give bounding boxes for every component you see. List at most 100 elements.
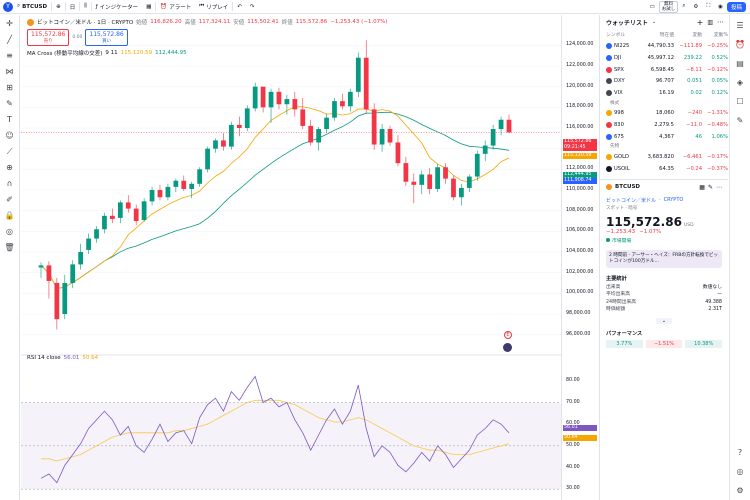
user-avatar[interactable]: Y bbox=[3, 1, 13, 12]
grid-icon[interactable]: ▦ bbox=[699, 183, 705, 191]
stat-value: 49.388 bbox=[705, 299, 722, 305]
trendline-icon[interactable]: ╱ bbox=[7, 35, 12, 44]
undo-button[interactable]: ↶ bbox=[233, 0, 246, 14]
chart-pane[interactable]: ビットコイン／米ドル · 1日 · CRYPTO 始値 116,826.20 高値… bbox=[21, 15, 561, 500]
chevron-down-icon[interactable]: ⌄ bbox=[652, 19, 657, 25]
text-icon[interactable]: T bbox=[7, 115, 12, 124]
replay-button[interactable]: ⏮ リプレイ bbox=[195, 0, 232, 14]
more-icon[interactable]: ⋯ bbox=[716, 183, 722, 191]
candle-body bbox=[324, 117, 329, 130]
notes-icon[interactable]: ✎ bbox=[736, 115, 744, 125]
col-symbol[interactable]: シンボル bbox=[606, 33, 626, 39]
watchlist-row[interactable]: 998 18,060 −240 −1.31% bbox=[600, 108, 728, 120]
indicators-button[interactable]: ƒ インジケーター bbox=[92, 0, 142, 14]
symbol-search[interactable]: ⌕ BTCUSD bbox=[13, 0, 51, 14]
details-change-pct: −1.07% bbox=[639, 228, 662, 235]
edit-icon[interactable]: ✎ bbox=[707, 183, 713, 191]
symbol-text: SPX bbox=[614, 66, 624, 73]
table-icon[interactable]: ▥ bbox=[707, 18, 713, 26]
chat-icon[interactable]: ☐ bbox=[736, 96, 744, 106]
buy-button[interactable]: 115,572.86 買い bbox=[85, 29, 128, 46]
help-icon[interactable]: ? bbox=[737, 447, 743, 457]
calendar-icon[interactable]: ▤ bbox=[736, 58, 744, 68]
col-change-pct[interactable]: 変動% bbox=[713, 33, 728, 39]
details-exchange[interactable]: CRYPTO bbox=[663, 196, 684, 203]
alarm-clock-icon[interactable]: ⏰ bbox=[735, 39, 745, 49]
chart-type-button[interactable]: ⫼ bbox=[80, 0, 91, 14]
magnet-icon[interactable]: ∩ bbox=[6, 179, 13, 188]
lock-drawing-icon[interactable]: ✐ bbox=[6, 195, 13, 204]
post-button[interactable]: 投稿 bbox=[726, 1, 746, 12]
layouts-button[interactable]: ▦ bbox=[142, 0, 155, 14]
us-flag-icon[interactable] bbox=[503, 343, 512, 352]
chart-canvas[interactable] bbox=[21, 15, 561, 500]
candle-body bbox=[94, 229, 99, 239]
event-flag-icon[interactable]: E bbox=[504, 331, 512, 339]
alert-button[interactable]: ⏰ アラート bbox=[156, 0, 195, 14]
watchlist-section[interactable]: 先物 bbox=[610, 144, 620, 150]
zoom-in-icon[interactable]: ⊕ bbox=[6, 163, 13, 172]
pattern-icon[interactable]: ⋈ bbox=[5, 67, 14, 76]
details-symbol[interactable]: BTCUSD bbox=[615, 184, 640, 191]
layers-icon[interactable]: ◈ bbox=[736, 77, 744, 87]
price-tick: 96,000.00 bbox=[566, 331, 591, 337]
watchlist-row[interactable]: 830 2,279.5 −11.0 −0.48% bbox=[600, 119, 728, 131]
stat-row: 平均出来高 — bbox=[606, 291, 722, 299]
rsi-legend[interactable]: RSI 14 close 56.01 50.64 bbox=[27, 355, 98, 361]
sell-button[interactable]: 115,572.86 売り bbox=[27, 29, 70, 46]
news-headline[interactable]: 2 時間前 · アーサー・ヘイズ：FRBの方針転換でビットコインが100万ドル… bbox=[606, 249, 722, 268]
col-price[interactable]: 現在値 bbox=[659, 33, 674, 39]
watchlist-icon[interactable]: ☰ bbox=[736, 20, 744, 30]
open-label: 始値 bbox=[136, 20, 148, 26]
fullscreen-button[interactable]: ⛶ bbox=[702, 0, 714, 14]
rsi-tick: 60.00 bbox=[566, 421, 580, 427]
trash-icon[interactable]: 🗑 bbox=[4, 243, 15, 252]
ruler-icon[interactable]: ⟋ bbox=[6, 147, 13, 156]
watchlist-title[interactable]: ウォッチリスト bbox=[606, 19, 649, 27]
candle-body bbox=[205, 148, 210, 170]
emoji-icon[interactable]: ☺ bbox=[5, 131, 14, 140]
eye-icon[interactable]: ◎ bbox=[6, 227, 13, 236]
price-scale[interactable]: 124,000.00 122,000.00 120,000.00 118,000.00… bbox=[561, 15, 598, 500]
add-symbol-button[interactable]: ⊕ bbox=[52, 0, 65, 14]
lock-icon[interactable]: 🔒 bbox=[4, 211, 15, 220]
redo-button[interactable]: ↷ bbox=[246, 0, 259, 14]
crosshair-icon[interactable]: ✛ bbox=[6, 19, 13, 28]
watchlist-row[interactable]: 675 4,367 46 1.06% bbox=[600, 131, 728, 143]
rsi-tick: 40.00 bbox=[566, 464, 580, 470]
watchlist-row[interactable]: DXY 96.707 0.051 0.05% bbox=[600, 75, 728, 87]
candle-body bbox=[474, 153, 480, 177]
projection-icon[interactable]: ⊞ bbox=[6, 83, 13, 92]
details-name[interactable]: ビットコイン／米ドル bbox=[606, 197, 657, 204]
ma-label: MA Cross (移動平均線の交差) bbox=[27, 51, 103, 57]
watchlist-row[interactable]: GOLD 3,683.820 −6.461 −0.17% bbox=[600, 151, 728, 163]
more-icon[interactable]: ⋯ bbox=[717, 18, 724, 26]
watchlist-section[interactable]: 株式 bbox=[610, 100, 620, 106]
settings-button[interactable]: ⚙ bbox=[689, 0, 702, 14]
col-change[interactable]: 変動 bbox=[692, 33, 702, 39]
chevron-down-icon[interactable]: ⌄ bbox=[655, 317, 673, 324]
snapshot-button[interactable]: ◉ bbox=[714, 0, 727, 14]
interval-button[interactable]: 日 bbox=[69, 4, 76, 11]
trial-badge[interactable]: 無料 お試し bbox=[658, 0, 679, 13]
fib-icon[interactable]: ≡ bbox=[6, 51, 13, 60]
watchlist-row[interactable]: USOIL 64.35 −0.24 −0.37% bbox=[600, 163, 728, 175]
candle-body bbox=[236, 124, 242, 128]
watchlist-row[interactable]: NI225 44,790.33 −111.89 −0.25% bbox=[600, 41, 728, 53]
watchlist-row[interactable]: DJI 45,997.12 239.22 0.52% bbox=[600, 52, 728, 64]
candle-body bbox=[308, 125, 314, 143]
quick-search-button[interactable]: ⌕ bbox=[678, 0, 689, 14]
symbol-text: 998 bbox=[614, 110, 624, 117]
signal-icon[interactable]: ◎ bbox=[736, 466, 744, 476]
brush-icon[interactable]: ✎ bbox=[6, 99, 13, 108]
row-change: −111.89 bbox=[679, 43, 703, 50]
watchlist-row[interactable]: SPX 6,598.45 −8.11 −0.12% bbox=[600, 64, 728, 76]
price-label: 115,572.86 bbox=[563, 139, 597, 145]
ma-legend[interactable]: MA Cross (移動平均線の交差) 9 11 115,120.59 112,… bbox=[27, 49, 387, 57]
settings-icon[interactable]: ⚙ bbox=[736, 485, 744, 495]
chart-legend: ビットコイン／米ドル · 1日 · CRYPTO 始値 116,826.20 高値… bbox=[27, 18, 387, 57]
price-tick: 116,000.00 bbox=[566, 125, 594, 130]
add-symbol-icon[interactable]: + bbox=[696, 17, 704, 27]
watchlist-row[interactable]: VIX 16.19 0.02 0.12% bbox=[600, 87, 728, 99]
layout-setup-button[interactable]: ▭ bbox=[646, 0, 659, 14]
